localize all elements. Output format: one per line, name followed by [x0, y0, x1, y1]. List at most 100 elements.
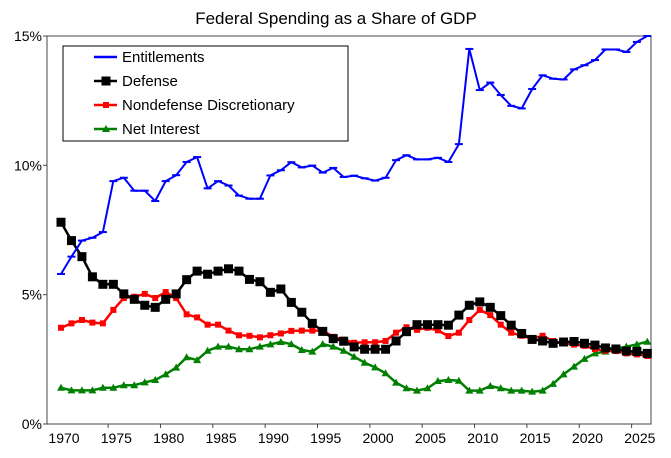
- legend-label: Defense: [122, 73, 178, 90]
- data-point-defense: [224, 264, 234, 274]
- data-point-defense: [203, 269, 213, 279]
- data-point-nondefense-discretionary: [539, 332, 546, 339]
- data-point-defense: [632, 347, 642, 357]
- data-point-net-interest: [465, 386, 474, 394]
- data-point-defense: [485, 302, 495, 312]
- data-point-defense: [590, 340, 600, 350]
- data-point-net-interest: [475, 386, 484, 394]
- data-point-nondefense-discretionary: [162, 289, 169, 296]
- data-point-defense: [412, 320, 422, 330]
- x-tick-label: 1995: [310, 430, 341, 446]
- data-point-defense: [108, 279, 118, 289]
- data-point-nondefense-discretionary: [361, 339, 368, 346]
- data-point-net-interest: [234, 345, 243, 353]
- data-point-defense: [422, 320, 432, 330]
- data-point-defense: [192, 266, 202, 276]
- data-point-nondefense-discretionary: [78, 317, 85, 324]
- legend-marker: [102, 125, 110, 132]
- data-point-nondefense-discretionary: [382, 337, 389, 344]
- data-point-defense: [349, 342, 359, 352]
- data-point-defense: [119, 289, 129, 299]
- data-point-defense: [527, 334, 537, 344]
- data-point-nondefense-discretionary: [68, 320, 75, 327]
- data-point-defense: [433, 320, 443, 330]
- legend-item-net-interest: Net Interest: [94, 121, 200, 138]
- y-tick-label: 10%: [14, 157, 42, 173]
- data-point-nondefense-discretionary: [183, 311, 190, 318]
- data-point-defense: [161, 294, 171, 304]
- data-point-defense: [66, 236, 76, 246]
- data-point-net-interest: [454, 376, 463, 384]
- data-point-net-interest: [632, 340, 641, 348]
- data-point-nondefense-discretionary: [455, 329, 462, 336]
- data-point-nondefense-discretionary: [225, 327, 232, 334]
- data-point-defense: [464, 300, 474, 310]
- data-point-net-interest: [266, 340, 275, 348]
- data-point-nondefense-discretionary: [267, 332, 274, 339]
- legend-item-nondefense-discretionary: Nondefense Discretionary: [94, 97, 295, 114]
- data-point-net-interest: [172, 363, 181, 371]
- data-point-nondefense-discretionary: [215, 321, 222, 328]
- data-point-defense: [318, 326, 328, 336]
- data-point-defense: [611, 344, 621, 354]
- legend-item-defense: Defense: [94, 73, 178, 90]
- data-point-defense: [496, 311, 506, 321]
- data-point-defense: [370, 344, 380, 354]
- data-point-nondefense-discretionary: [393, 329, 400, 336]
- data-point-net-interest: [360, 358, 369, 366]
- data-point-defense: [234, 266, 244, 276]
- data-point-net-interest: [276, 338, 285, 346]
- data-point-net-interest: [371, 363, 380, 371]
- x-tick-label: 1990: [258, 430, 289, 446]
- data-point-net-interest: [528, 387, 537, 395]
- data-point-defense: [56, 217, 66, 227]
- data-point-defense: [171, 289, 181, 299]
- data-point-net-interest: [151, 376, 160, 384]
- data-point-net-interest: [140, 378, 149, 386]
- legend-label: Net Interest: [122, 121, 200, 138]
- data-point-defense: [339, 336, 349, 346]
- legend-box: [62, 45, 349, 142]
- data-point-nondefense-discretionary: [204, 321, 211, 328]
- data-point-net-interest: [193, 356, 202, 364]
- data-point-nondefense-discretionary: [110, 306, 117, 313]
- data-point-defense: [454, 310, 464, 320]
- data-point-net-interest: [392, 378, 401, 386]
- data-point-net-interest: [444, 376, 453, 384]
- data-point-net-interest: [507, 386, 516, 394]
- data-point-nondefense-discretionary: [256, 334, 263, 341]
- data-point-nondefense-discretionary: [141, 290, 148, 297]
- data-point-net-interest: [339, 346, 348, 354]
- data-point-nondefense-discretionary: [246, 332, 253, 339]
- data-point-nondefense-discretionary: [58, 324, 64, 331]
- series-net-interest: [57, 337, 652, 395]
- data-point-nondefense-discretionary: [508, 329, 515, 336]
- data-point-defense: [129, 294, 139, 304]
- data-point-defense: [328, 334, 338, 344]
- data-point-nondefense-discretionary: [466, 317, 473, 324]
- data-point-defense: [98, 279, 108, 289]
- data-point-net-interest: [381, 369, 390, 377]
- data-point-defense: [140, 300, 150, 310]
- data-point-nondefense-discretionary: [445, 333, 452, 340]
- data-point-nondefense-discretionary: [298, 327, 305, 334]
- legend: Entitlements Defense Nondefense Discretion…: [62, 45, 349, 142]
- data-point-defense: [443, 320, 453, 330]
- data-point-defense: [276, 284, 286, 294]
- x-tick-label: 2005: [415, 430, 446, 446]
- data-point-defense: [150, 302, 160, 312]
- data-point-net-interest: [329, 342, 338, 350]
- data-point-net-interest: [287, 340, 296, 348]
- data-point-defense: [360, 344, 370, 354]
- data-point-defense: [286, 297, 296, 307]
- data-point-defense: [297, 307, 307, 317]
- x-tick-label: 1980: [153, 430, 184, 446]
- data-point-nondefense-discretionary: [277, 330, 284, 337]
- data-point-net-interest: [559, 370, 568, 378]
- data-point-defense: [538, 336, 548, 346]
- data-point-defense: [391, 336, 401, 346]
- data-point-defense: [621, 346, 631, 356]
- data-point-nondefense-discretionary: [194, 314, 201, 321]
- data-point-net-interest: [109, 383, 118, 391]
